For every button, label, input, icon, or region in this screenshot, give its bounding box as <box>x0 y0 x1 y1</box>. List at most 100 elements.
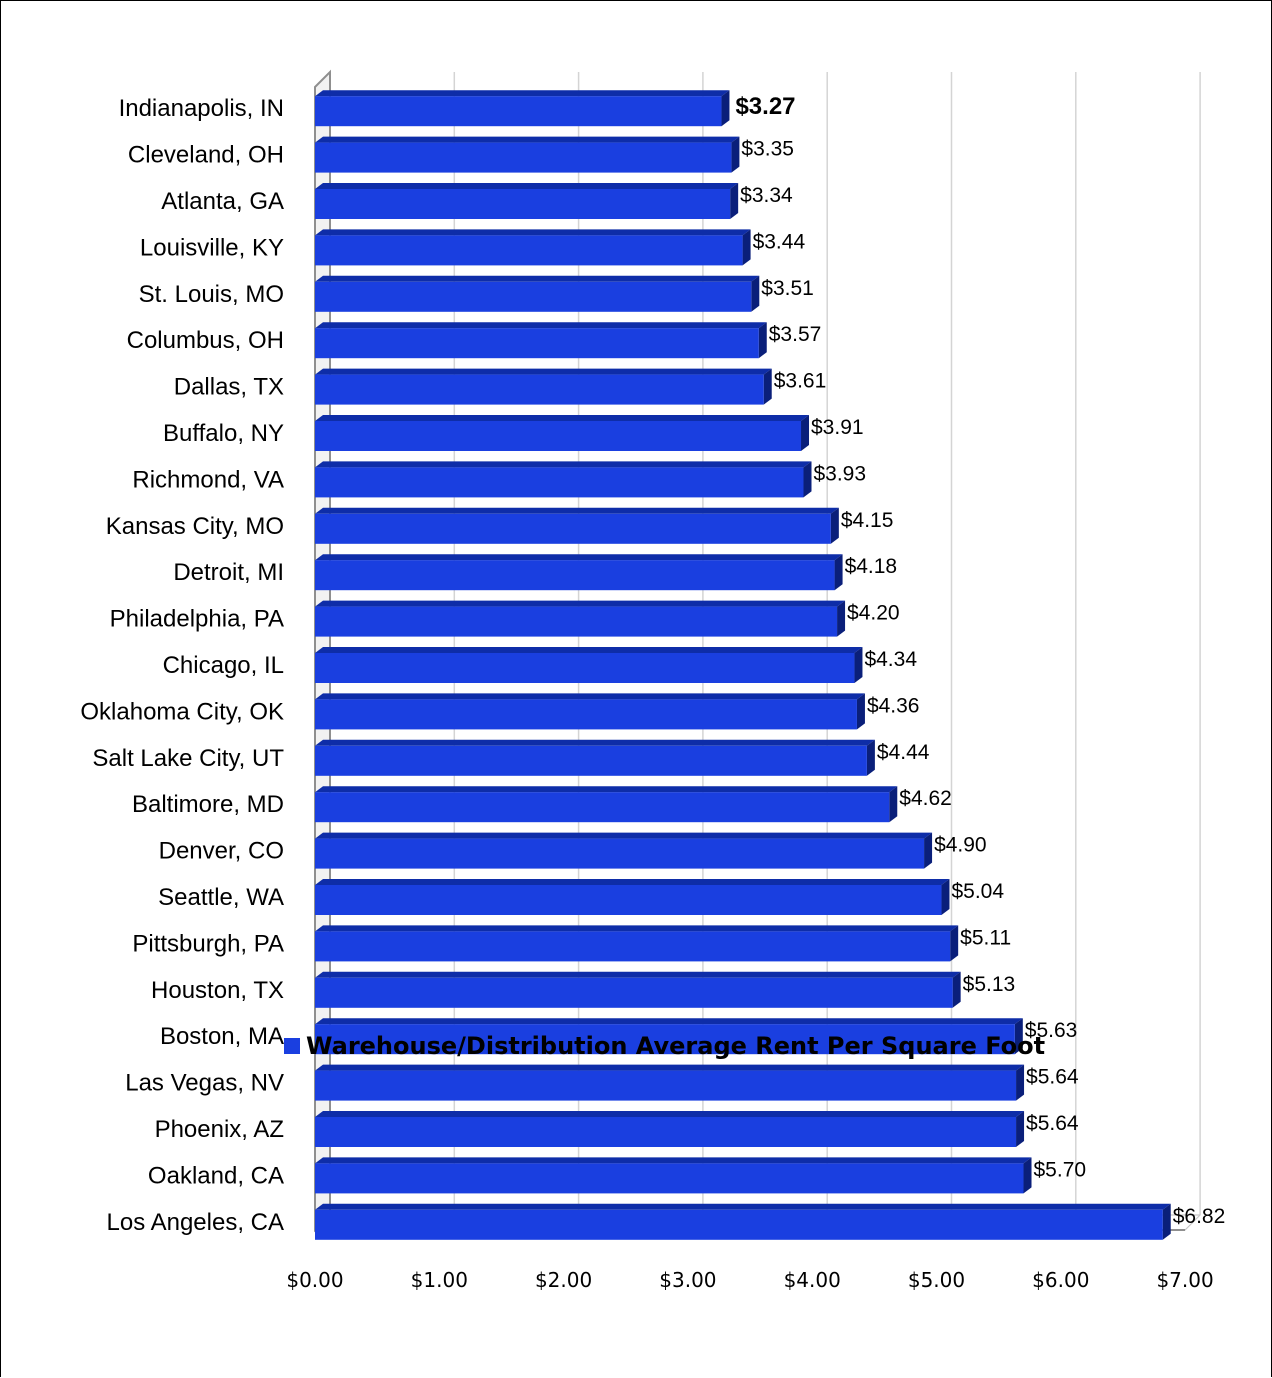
bar-side-face <box>941 879 950 915</box>
bar-top-face <box>315 554 843 561</box>
bar-chart: Indianapolis, IN $3.27 Cleveland, OH $3.35 A… <box>80 69 1226 1290</box>
data-label: $5.11 <box>960 926 1011 949</box>
bar-side-face <box>866 739 875 776</box>
data-label: $5.04 <box>951 880 1004 903</box>
bar <box>315 1117 1017 1147</box>
bar <box>315 653 855 683</box>
bar-top-face <box>315 229 751 236</box>
legend-swatch <box>284 1038 300 1054</box>
bar <box>315 885 942 915</box>
category-label: Richmond, VA <box>132 466 284 493</box>
bar <box>315 467 804 498</box>
bar-top-face <box>315 183 739 189</box>
data-label: $4.44 <box>877 741 930 764</box>
bar-top-face <box>315 1018 1023 1025</box>
bar <box>315 328 759 359</box>
bar <box>315 189 731 219</box>
bar-side-face <box>830 507 839 544</box>
bar-top-face <box>315 136 740 143</box>
bar-top-face <box>315 368 772 375</box>
bar-side-face <box>721 90 730 127</box>
category-label: Los Angeles, CA <box>107 1209 284 1236</box>
data-label: $3.35 <box>741 138 794 161</box>
bar <box>315 1209 1163 1240</box>
bar-top-face <box>315 925 959 932</box>
category-label: Louisville, KY <box>140 234 284 261</box>
bar-side-face <box>1016 1111 1025 1147</box>
bar-side-face <box>731 136 740 173</box>
data-label: $5.70 <box>1034 1158 1087 1181</box>
bar <box>315 142 732 173</box>
data-label: $3.93 <box>813 462 866 485</box>
data-label: $4.20 <box>847 602 900 625</box>
x-tick-label: $2.00 <box>535 1268 592 1290</box>
bar <box>315 699 857 730</box>
bar <box>315 745 867 776</box>
bar-side-face <box>950 925 959 962</box>
bar-top-face <box>315 322 767 329</box>
legend: Warehouse/Distribution Average Rent Per … <box>284 1026 1045 1066</box>
data-label: $3.27 <box>735 93 795 120</box>
data-label: $3.34 <box>740 184 793 207</box>
bar-top-face <box>315 415 810 421</box>
category-label: Houston, TX <box>151 977 284 1004</box>
bar <box>315 513 831 544</box>
category-label: Boston, MA <box>160 1023 284 1050</box>
data-label: $5.13 <box>963 973 1016 996</box>
bar-top-face <box>315 461 812 468</box>
data-label: $4.90 <box>934 834 987 857</box>
bar-side-face <box>1016 1064 1025 1101</box>
bar-top-face <box>315 1111 1025 1117</box>
bar <box>315 838 925 869</box>
bar-side-face <box>834 554 843 591</box>
gridline-floor <box>1184 1214 1201 1231</box>
bar-side-face <box>1023 1157 1032 1194</box>
category-label: Denver, CO <box>159 838 284 865</box>
category-label: Baltimore, MD <box>132 791 284 818</box>
bar-side-face <box>758 322 767 359</box>
bar-top-face <box>315 600 846 607</box>
category-label: Atlanta, GA <box>161 188 284 215</box>
bar-top-face <box>315 275 760 282</box>
category-label: Salt Lake City, UT <box>92 745 284 772</box>
bar <box>315 421 802 451</box>
bar-top-face <box>315 1157 1032 1164</box>
category-label: Phoenix, AZ <box>155 1116 284 1143</box>
bar-side-face <box>856 693 865 730</box>
x-tick-label: $0.00 <box>286 1268 343 1290</box>
category-label: Columbus, OH <box>127 327 284 354</box>
bar <box>315 1163 1024 1194</box>
bar-top-face <box>315 1203 1171 1210</box>
bar-top-face <box>315 786 898 793</box>
category-label: Buffalo, NY <box>163 420 284 447</box>
bar-top-face <box>315 879 950 885</box>
x-tick-label: $4.00 <box>784 1268 841 1290</box>
category-label: Pittsburgh, PA <box>132 930 284 957</box>
bar <box>315 560 835 591</box>
data-label: $4.36 <box>867 694 920 717</box>
category-label: St. Louis, MO <box>139 281 284 308</box>
bar-side-face <box>1014 1018 1023 1055</box>
bar-top-face <box>315 507 839 514</box>
category-label: Oklahoma City, OK <box>80 698 284 725</box>
category-label: Indianapolis, IN <box>119 95 284 122</box>
data-label: $3.61 <box>774 370 827 393</box>
bar <box>315 374 764 405</box>
x-tick-label: $5.00 <box>908 1268 965 1290</box>
category-label: Kansas City, MO <box>106 513 284 540</box>
data-label: $3.44 <box>753 230 806 253</box>
data-label: $3.91 <box>811 416 864 439</box>
x-tick-label: $3.00 <box>659 1268 716 1290</box>
category-label: Oakland, CA <box>148 1162 284 1189</box>
category-label: Chicago, IL <box>163 652 284 679</box>
data-label: $5.63 <box>1025 1019 1078 1042</box>
bar <box>315 235 743 266</box>
data-label: $5.64 <box>1026 1112 1079 1135</box>
data-label: $3.51 <box>761 277 814 300</box>
data-label: $6.82 <box>1173 1205 1226 1228</box>
category-label: Detroit, MI <box>173 559 284 586</box>
bar-side-face <box>952 971 961 1008</box>
bar <box>315 931 951 962</box>
bar <box>315 792 890 823</box>
bar <box>315 1024 1015 1055</box>
